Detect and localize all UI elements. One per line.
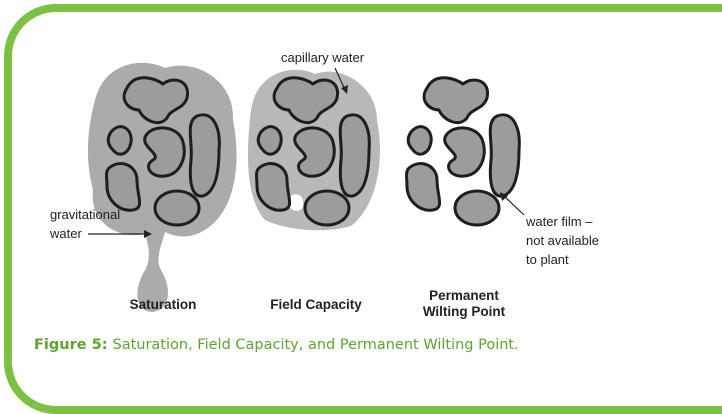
annotation: water film – [525, 214, 593, 229]
stage-label: Saturation [130, 297, 197, 312]
annotation: water [49, 226, 82, 241]
stage-label: Permanent [429, 288, 499, 303]
annotation: capillary water [281, 50, 365, 65]
caption: Figure 5: Saturation, Field Capacity, and… [34, 337, 519, 353]
field-capacity-aggregate [248, 70, 380, 231]
caption-text: Saturation, Field Capacity, and Permanen… [113, 337, 519, 353]
stage-label: Field Capacity [270, 297, 362, 312]
saturation-aggregate [88, 63, 237, 312]
caption-label: Figure 5: [34, 337, 108, 353]
annotation: to plant [526, 252, 569, 267]
arrow [504, 196, 524, 215]
stage-label: Wilting Point [423, 304, 506, 319]
page: capillary water gravitational water wate… [0, 0, 722, 414]
annotation: gravitational [50, 207, 120, 222]
annotation: not available [526, 233, 599, 248]
wilting-point-aggregate [407, 78, 520, 225]
